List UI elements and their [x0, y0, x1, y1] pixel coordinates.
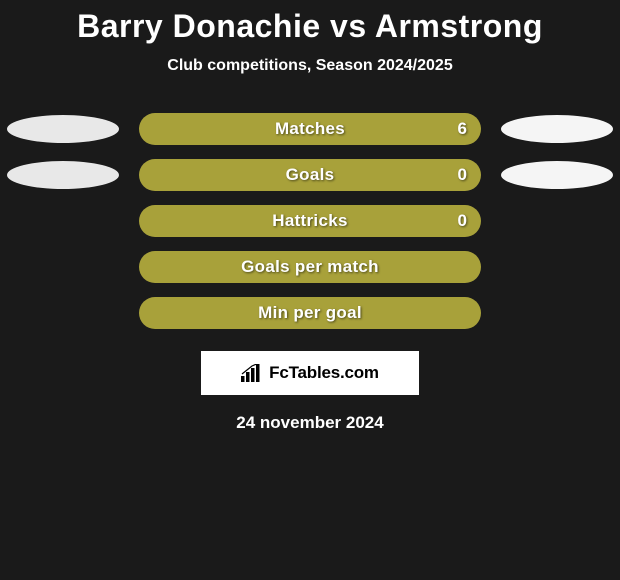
player-left-marker	[7, 161, 119, 189]
logo-text: FcTables.com	[269, 363, 379, 383]
stat-row: Goals 0	[0, 159, 620, 191]
player-right-marker	[501, 115, 613, 143]
stat-value: 6	[458, 119, 467, 139]
stat-row: Matches 6	[0, 113, 620, 145]
stat-row: Hattricks 0	[0, 205, 620, 237]
stat-label: Hattricks	[272, 211, 347, 231]
subtitle: Club competitions, Season 2024/2025	[0, 57, 620, 75]
stat-row: Min per goal	[0, 297, 620, 329]
player-right-marker	[501, 161, 613, 189]
stat-label: Matches	[275, 119, 345, 139]
logo-box[interactable]: FcTables.com	[201, 351, 419, 395]
stat-value: 0	[458, 165, 467, 185]
stat-value: 0	[458, 211, 467, 231]
stat-bar: Goals 0	[139, 159, 481, 191]
bar-chart-icon	[241, 364, 263, 382]
comparison-widget: Barry Donachie vs Armstrong Club competi…	[0, 0, 620, 433]
stat-rows: Matches 6 Goals 0 Hattricks 0 Goals per match M…	[0, 113, 620, 329]
player-left-marker	[7, 115, 119, 143]
stat-label: Goals	[286, 165, 335, 185]
stat-label: Min per goal	[258, 303, 362, 323]
stat-row: Goals per match	[0, 251, 620, 283]
stat-bar: Goals per match	[139, 251, 481, 283]
stat-bar: Min per goal	[139, 297, 481, 329]
page-title: Barry Donachie vs Armstrong	[0, 8, 620, 45]
stat-bar: Hattricks 0	[139, 205, 481, 237]
date-label: 24 november 2024	[0, 413, 620, 433]
stat-bar: Matches 6	[139, 113, 481, 145]
stat-label: Goals per match	[241, 257, 379, 277]
